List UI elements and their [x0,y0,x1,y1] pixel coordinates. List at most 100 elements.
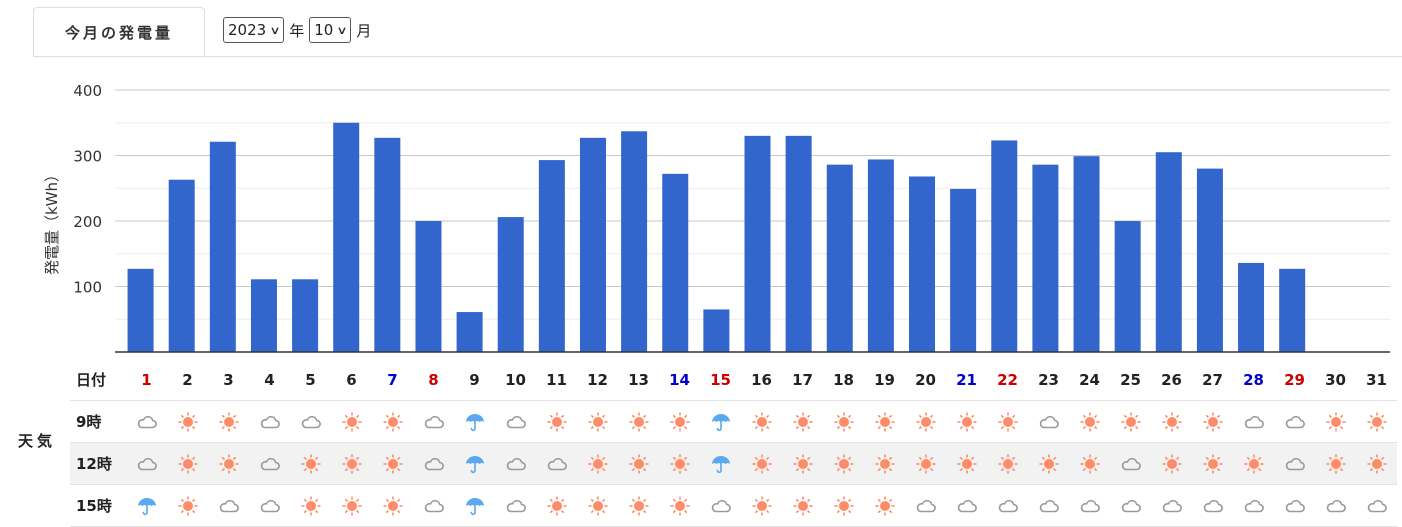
cloud-icon [137,415,157,428]
sun-icon [588,454,607,473]
bar-29 [1279,268,1306,352]
sun-icon [301,454,320,473]
sun-icon [998,454,1017,473]
day-label: 13 [628,370,649,389]
bar-27 [1196,168,1223,352]
day-label: 22 [997,370,1018,389]
umbrella-icon [137,497,156,515]
weather-cell [1110,401,1151,443]
day-label: 30 [1325,370,1346,389]
cloud-icon [1080,499,1100,512]
day-label: 23 [1038,370,1059,389]
weather-cell [618,401,659,443]
bar-4 [250,279,277,352]
weather-cell [249,401,290,443]
sun-icon [1162,454,1181,473]
weather-cell [1151,485,1192,527]
year-select[interactable]: 2023 ∨ [223,17,285,43]
day-label: 17 [792,370,813,389]
weather-cell [823,401,864,443]
date-header: 日付 [76,371,107,389]
weather-cell [577,442,618,485]
weather-cell [454,485,495,527]
sun-icon [793,454,812,473]
weather-cell [864,485,905,527]
weather-cell [1315,401,1356,443]
cloud-icon [260,499,280,512]
sun-icon [793,412,812,431]
month-select[interactable]: 10 ∨ [309,17,352,43]
cloud-icon [1285,499,1305,512]
cloud-icon [424,415,444,428]
sun-icon [588,412,607,431]
sun-icon [834,412,853,431]
weather-cell [413,442,454,485]
cloud-icon [506,415,526,428]
day-label: 26 [1161,370,1182,389]
weather-cell [1356,442,1397,485]
weather-cell [659,442,700,485]
sun-icon [834,454,853,473]
day-label: 2 [182,370,193,389]
sun-icon [342,454,361,473]
weather-cell [1028,485,1069,527]
weather-cell [536,485,577,527]
bar-14 [662,173,689,352]
sun-icon [752,412,771,431]
bar-1 [127,268,154,352]
bar-23 [1032,164,1059,352]
weather-cell [1069,401,1110,443]
day-label: 4 [264,370,275,389]
weather-cell [741,485,782,527]
bar-13 [621,131,648,352]
weather-cell [700,401,741,443]
sun-icon [875,496,894,515]
day-label: 8 [428,370,439,389]
weather-cell [372,485,413,527]
weather-cell [167,401,208,443]
sun-icon [342,412,361,431]
weather-cell [126,442,167,485]
year-unit-label: 年 [289,21,305,40]
cloud-icon [1244,499,1264,512]
bar-3 [209,141,236,352]
weather-cell [331,485,372,527]
bar-8 [415,221,442,352]
weather-cell [905,485,946,527]
day-label: 10 [505,370,526,389]
weather-cell [1315,485,1356,527]
bar-12 [579,137,606,352]
day-label: 19 [874,370,895,389]
sun-icon [178,454,197,473]
sun-icon [1039,454,1058,473]
sun-icon [178,496,197,515]
cloud-icon [1039,415,1059,428]
weather-cell [577,401,618,443]
weather-cell [700,442,741,485]
weather-cell [454,442,495,485]
sun-icon [383,454,402,473]
weather-cell [495,401,536,443]
weather-cell [577,485,618,527]
sun-icon [670,454,689,473]
umbrella-icon [465,455,484,473]
weather-cell [1315,442,1356,485]
weather-cell [659,401,700,443]
cloud-icon [547,457,567,470]
tab-monthly-generation[interactable]: 今月の発電量 [33,7,205,56]
day-label: 5 [305,370,316,389]
daily-weather-table: 日付 1 2 3 4 5 6 7 8 9 10 11 12 13 14 15 16 17 18 19 20 21 22 23 2… [70,359,1397,527]
sun-icon [670,412,689,431]
sun-icon [1326,454,1345,473]
weather-row: 12時 [70,442,1397,485]
day-label: 1 [141,370,152,389]
day-label: 29 [1284,370,1305,389]
weather-cell [905,401,946,443]
y-tick-label: 100 [73,279,102,297]
chevron-down-icon: ∨ [336,23,349,37]
umbrella-icon [465,497,484,515]
weather-cell [1192,442,1233,485]
sun-icon [916,454,935,473]
weather-cell [1192,485,1233,527]
weather-cell [946,485,987,527]
